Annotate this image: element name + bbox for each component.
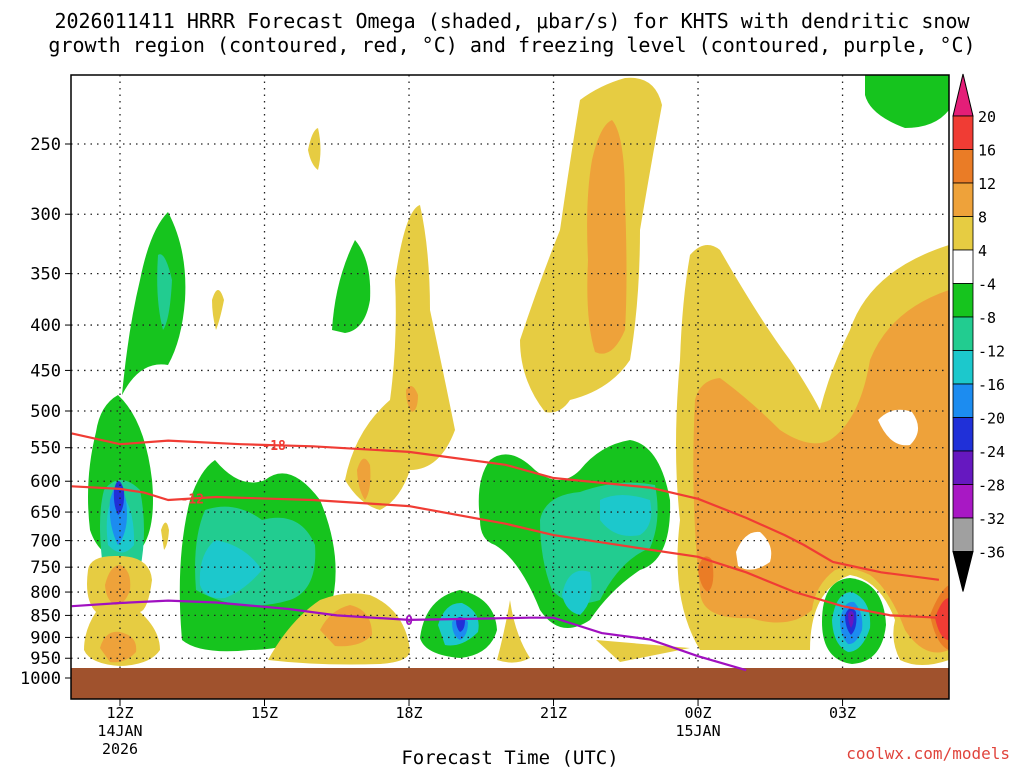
colorbar-label: -28 (978, 477, 1005, 495)
omega-region (157, 254, 172, 330)
chart-title-line1: 2026011411 HRRR Forecast Omega (shaded, … (54, 9, 970, 33)
x-tick-label: 21Z (540, 704, 567, 722)
x-tick-date: 15JAN (675, 722, 720, 740)
contour-line (71, 432, 940, 581)
x-tick-label: 18Z (395, 704, 422, 722)
chart-title-line2: growth region (contoured, red, °C) and f… (48, 33, 976, 57)
y-tick-label: 450 (30, 361, 61, 381)
contour-label: -18 (262, 439, 286, 454)
x-tick-label: 12Z (106, 704, 133, 722)
y-tick-label: 550 (30, 439, 61, 459)
contour-line (71, 485, 939, 619)
colorbar-label: -16 (978, 376, 1005, 394)
colorbar-bin (952, 383, 974, 418)
omega-region (935, 598, 949, 640)
omega-region (878, 409, 919, 446)
x-tick-label: 03Z (829, 704, 856, 722)
y-tick-label: 1000 (20, 669, 61, 689)
colorbar-label: -36 (978, 544, 1005, 562)
x-tick-label: 15Z (251, 704, 278, 722)
colorbar-bin (952, 350, 974, 385)
y-tick-label: 600 (30, 472, 61, 492)
colorbar-bin (952, 417, 974, 452)
x-tick-date: 14JAN (97, 722, 142, 740)
y-tick-label: 400 (30, 316, 61, 336)
colorbar-label: -24 (978, 443, 1005, 461)
omega-region (698, 556, 714, 592)
pressure-gridlines (71, 75, 949, 668)
y-tick-label: 500 (30, 402, 61, 422)
y-tick-label: 950 (30, 649, 61, 669)
x-axis-title: Forecast Time (UTC) (401, 747, 618, 768)
colorbar-bin (952, 249, 974, 284)
omega-region (357, 458, 371, 500)
omega-region (456, 617, 465, 632)
y-tick-label: 300 (30, 205, 61, 225)
omega-region (562, 570, 592, 615)
omega-region (596, 640, 690, 662)
credit-link[interactable]: coolwx.com/models (846, 744, 1010, 763)
omega-shading (71, 75, 949, 699)
y-tick-label: 900 (30, 628, 61, 648)
omega-region (865, 75, 949, 128)
colorbar-label: 4 (978, 242, 987, 260)
omega-region (587, 120, 627, 354)
colorbar-label: 16 (978, 142, 996, 160)
colorbar-label: -4 (978, 276, 996, 294)
colorbar-label: -8 (978, 309, 996, 327)
contour-label: 0 (405, 614, 413, 629)
x-tick-label: 00Z (684, 704, 711, 722)
omega-region (212, 290, 224, 330)
colorbar-bin (952, 216, 974, 251)
omega-region (161, 522, 169, 550)
colorbar-label: -12 (978, 343, 1005, 361)
omega-region (105, 565, 131, 605)
colorbar-bin (952, 316, 974, 351)
omega-region (308, 128, 321, 170)
y-tick-label: 800 (30, 583, 61, 603)
colorbar-bin (952, 73, 974, 117)
colorbar-bin (952, 149, 974, 184)
colorbar-bin (952, 551, 974, 592)
x-tick-year: 2026 (102, 740, 138, 758)
y-tick-label: 700 (30, 532, 61, 552)
colorbar-label: 20 (978, 108, 996, 126)
omega-region (100, 631, 137, 663)
omega-region (497, 600, 530, 663)
colorbar-label: -20 (978, 410, 1005, 428)
colorbar-bin (952, 115, 974, 150)
omega-region (332, 240, 371, 333)
omega-region (84, 555, 160, 666)
colorbar-label: 12 (978, 175, 996, 193)
contour-line (71, 599, 747, 672)
colorbar-bin (952, 517, 974, 552)
omega-region (600, 495, 652, 536)
omega-region (736, 531, 772, 570)
colorbar-label: -32 (978, 510, 1005, 528)
plot-frame (70, 74, 950, 700)
y-tick-label: 750 (30, 558, 61, 578)
contour-lines: -18 -12 0 (71, 432, 940, 672)
colorbar-bin (952, 182, 974, 217)
colorbar: 20 16 12 8 4 -4 -8 -12 -16 -20 -24 -28 -32 -36 (952, 73, 1005, 592)
contour-label: -12 (181, 492, 204, 507)
omega-region (199, 540, 262, 599)
terrain-ground (71, 668, 949, 699)
omega-region (122, 212, 186, 395)
omega-region (345, 205, 455, 510)
omega-region (406, 386, 418, 412)
y-tick-label: 350 (30, 265, 61, 285)
y-axis-ticks: 2503003504004505005506006507007508008509… (20, 135, 71, 689)
colorbar-bin (952, 450, 974, 485)
y-tick-label: 250 (30, 135, 61, 155)
colorbar-bin (952, 484, 974, 519)
y-tick-label: 850 (30, 606, 61, 626)
colorbar-bin (952, 283, 974, 318)
colorbar-label: 8 (978, 209, 987, 227)
y-tick-label: 650 (30, 503, 61, 523)
